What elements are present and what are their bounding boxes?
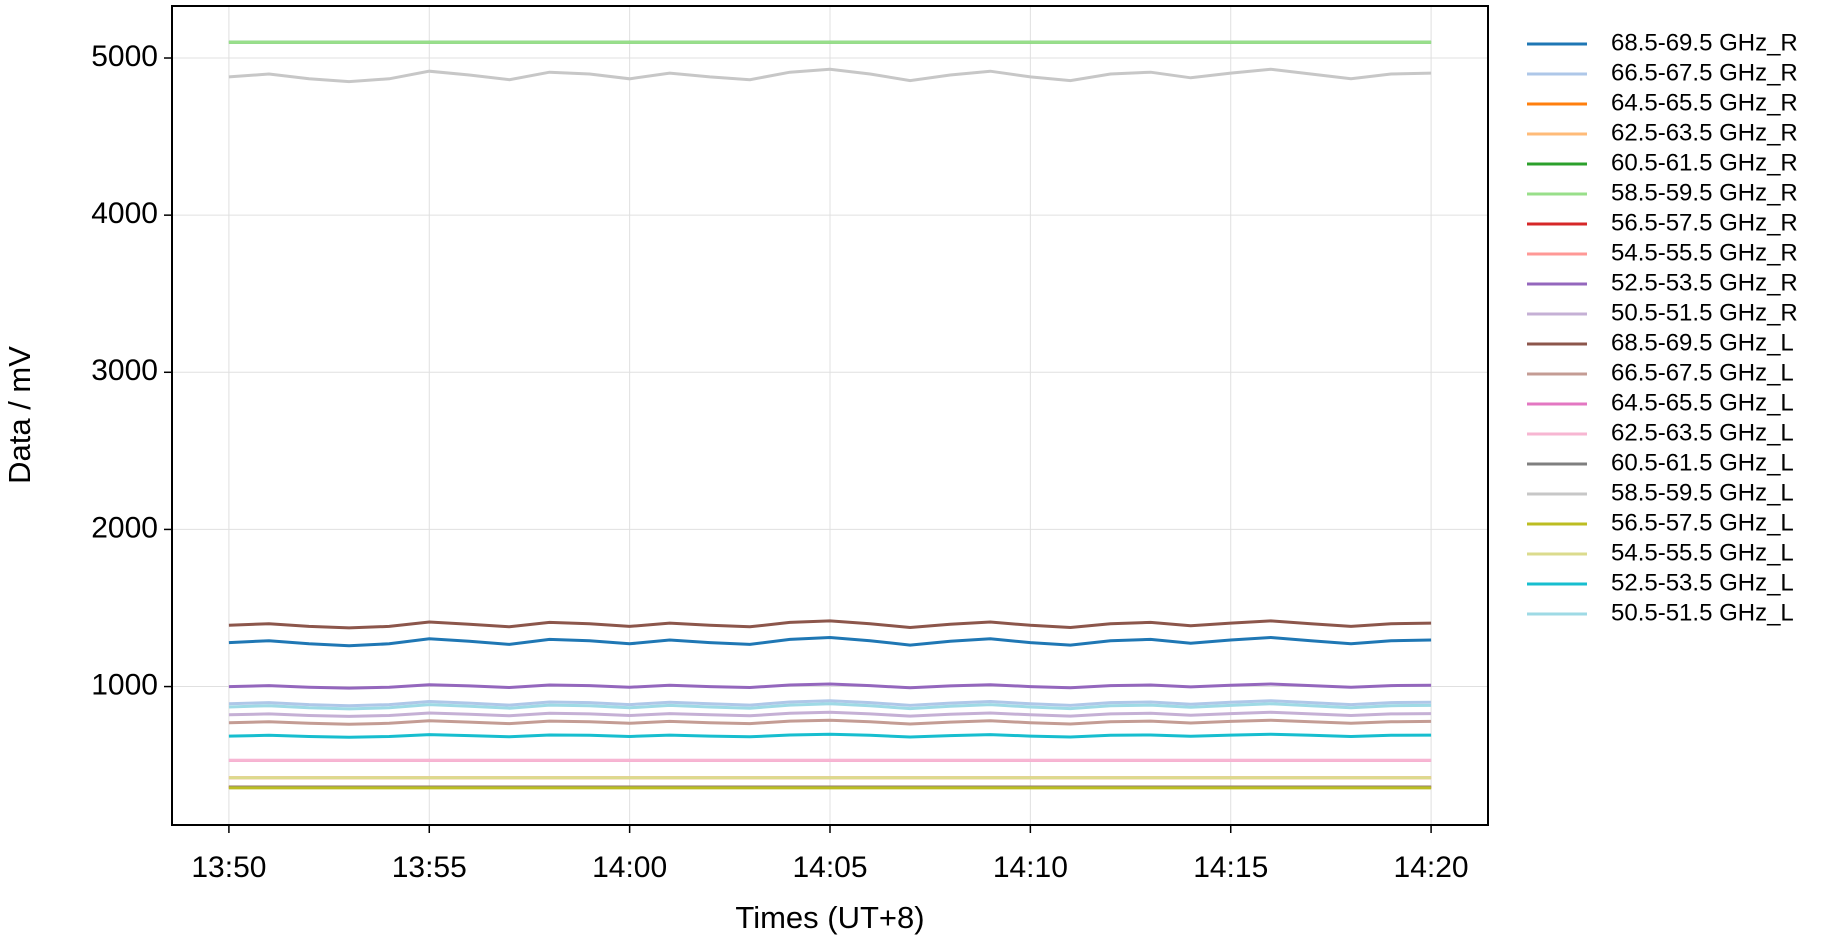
series-line [228, 710, 1432, 718]
legend-label: 62.5-63.5 GHz_R [1611, 119, 1798, 146]
x-tick-label: 13:55 [392, 851, 467, 884]
legend-label: 54.5-55.5 GHz_L [1611, 539, 1794, 566]
legend-label: 64.5-65.5 GHz_R [1611, 89, 1798, 116]
x-tick-label: 13:50 [191, 851, 266, 884]
legend-label: 64.5-65.5 GHz_L [1611, 389, 1794, 416]
legend-label: 56.5-57.5 GHz_L [1611, 509, 1794, 536]
y-tick-label: 2000 [91, 511, 158, 544]
series-line [228, 699, 1432, 708]
series-line [228, 718, 1432, 726]
legend-label: 52.5-53.5 GHz_R [1611, 269, 1798, 296]
legend-label: 50.5-51.5 GHz_L [1611, 599, 1794, 626]
legend-label: 62.5-63.5 GHz_L [1611, 419, 1794, 446]
series-line [228, 619, 1432, 630]
series-line [228, 732, 1432, 739]
legend-label: 58.5-59.5 GHz_L [1611, 479, 1794, 506]
legend-label: 60.5-61.5 GHz_R [1611, 149, 1798, 176]
x-tick-label: 14:00 [592, 851, 667, 884]
y-tick-label: 1000 [91, 668, 158, 701]
legend-label: 58.5-59.5 GHz_R [1611, 179, 1798, 206]
legend-label: 66.5-67.5 GHz_R [1611, 59, 1798, 86]
y-tick-label: 4000 [91, 197, 158, 230]
x-axis-label: Times (UT+8) [735, 900, 924, 935]
legend-label: 68.5-69.5 GHz_R [1611, 29, 1798, 56]
x-tick-label: 14:20 [1394, 851, 1469, 884]
series-line [228, 702, 1432, 711]
legend-label: 54.5-55.5 GHz_R [1611, 239, 1798, 266]
y-tick-label: 3000 [91, 354, 158, 387]
plot-frame [171, 5, 1489, 826]
legend-label: 56.5-57.5 GHz_R [1611, 209, 1798, 236]
legend-label: 60.5-61.5 GHz_L [1611, 449, 1794, 476]
x-tick-label: 14:10 [993, 851, 1068, 884]
legend-label: 68.5-69.5 GHz_L [1611, 329, 1794, 356]
series-line [228, 635, 1432, 648]
legend-label: 50.5-51.5 GHz_R [1611, 299, 1798, 326]
y-axis-label: Data / mV [2, 346, 37, 484]
y-tick-label: 5000 [91, 40, 158, 73]
x-tick-label: 14:15 [1193, 851, 1268, 884]
legend-label: 66.5-67.5 GHz_L [1611, 359, 1794, 386]
legend-label: 52.5-53.5 GHz_L [1611, 569, 1794, 596]
series-line [228, 682, 1432, 690]
x-tick-label: 14:05 [792, 851, 867, 884]
series-line [228, 67, 1432, 84]
